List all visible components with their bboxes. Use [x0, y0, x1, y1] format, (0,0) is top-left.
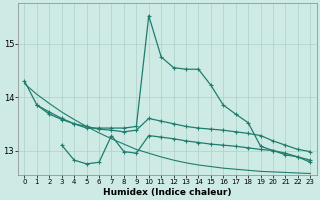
X-axis label: Humidex (Indice chaleur): Humidex (Indice chaleur) [103, 188, 232, 197]
